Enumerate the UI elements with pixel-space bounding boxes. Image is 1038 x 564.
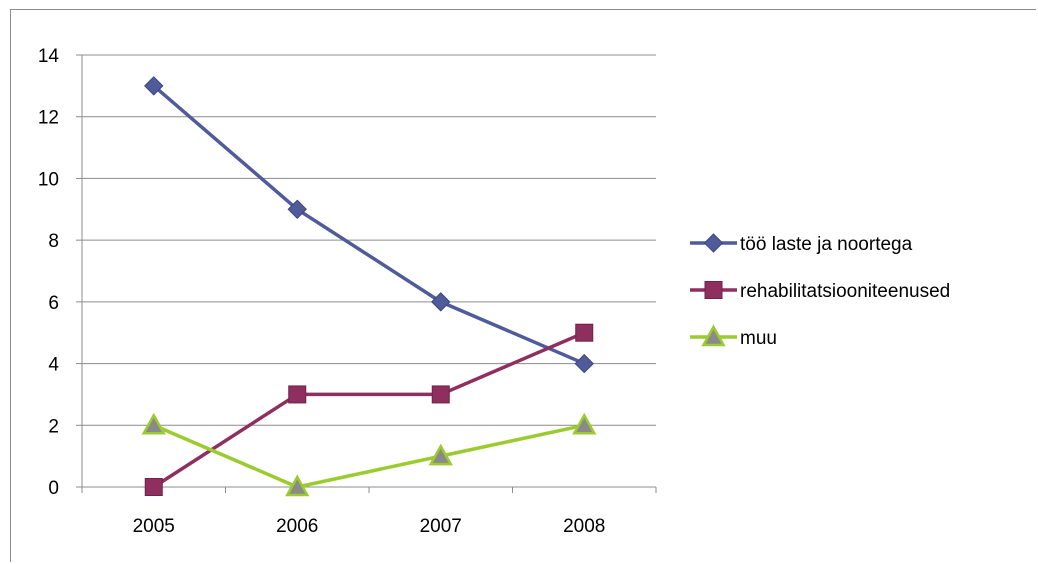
x-tick-label: 2006 [276,516,318,537]
y-tick-label: 12 [38,108,59,129]
y-tick-label: 6 [48,293,59,314]
data-point-1 [431,292,451,312]
y-tick-label: 14 [38,46,60,67]
data-point-3 [285,474,310,497]
x-tick-label: 2008 [563,516,605,537]
legend-label: rehabilitatsiooniteenused [740,281,950,302]
x-tick-label: 2005 [133,516,175,537]
series-line-2 [152,331,585,489]
y-tick-label: 2 [48,416,59,437]
data-point-2 [288,385,307,404]
legend-marker [704,281,723,299]
series-line-1 [152,84,585,366]
x-tick-label: 2007 [420,516,462,537]
legend-label: muu [740,328,777,349]
data-point-3 [141,412,166,435]
data-point-1 [144,76,164,96]
data-point-2 [144,478,163,496]
chart-frame [10,9,1036,562]
data-point-2 [575,323,594,342]
data-point-1 [287,199,307,219]
y-tick-label: 8 [48,231,59,252]
legend-label: töö laste ja noortega [740,234,913,255]
legend-marker [701,324,726,347]
data-point-2 [431,385,450,404]
y-tick-label: 0 [48,478,59,499]
data-point-1 [574,353,594,374]
data-point-3 [572,412,597,435]
legend-marker [703,233,724,253]
data-point-3 [428,443,453,466]
y-tick-label: 10 [38,169,59,190]
series-line-3 [153,423,585,489]
y-tick-label: 4 [48,355,59,376]
